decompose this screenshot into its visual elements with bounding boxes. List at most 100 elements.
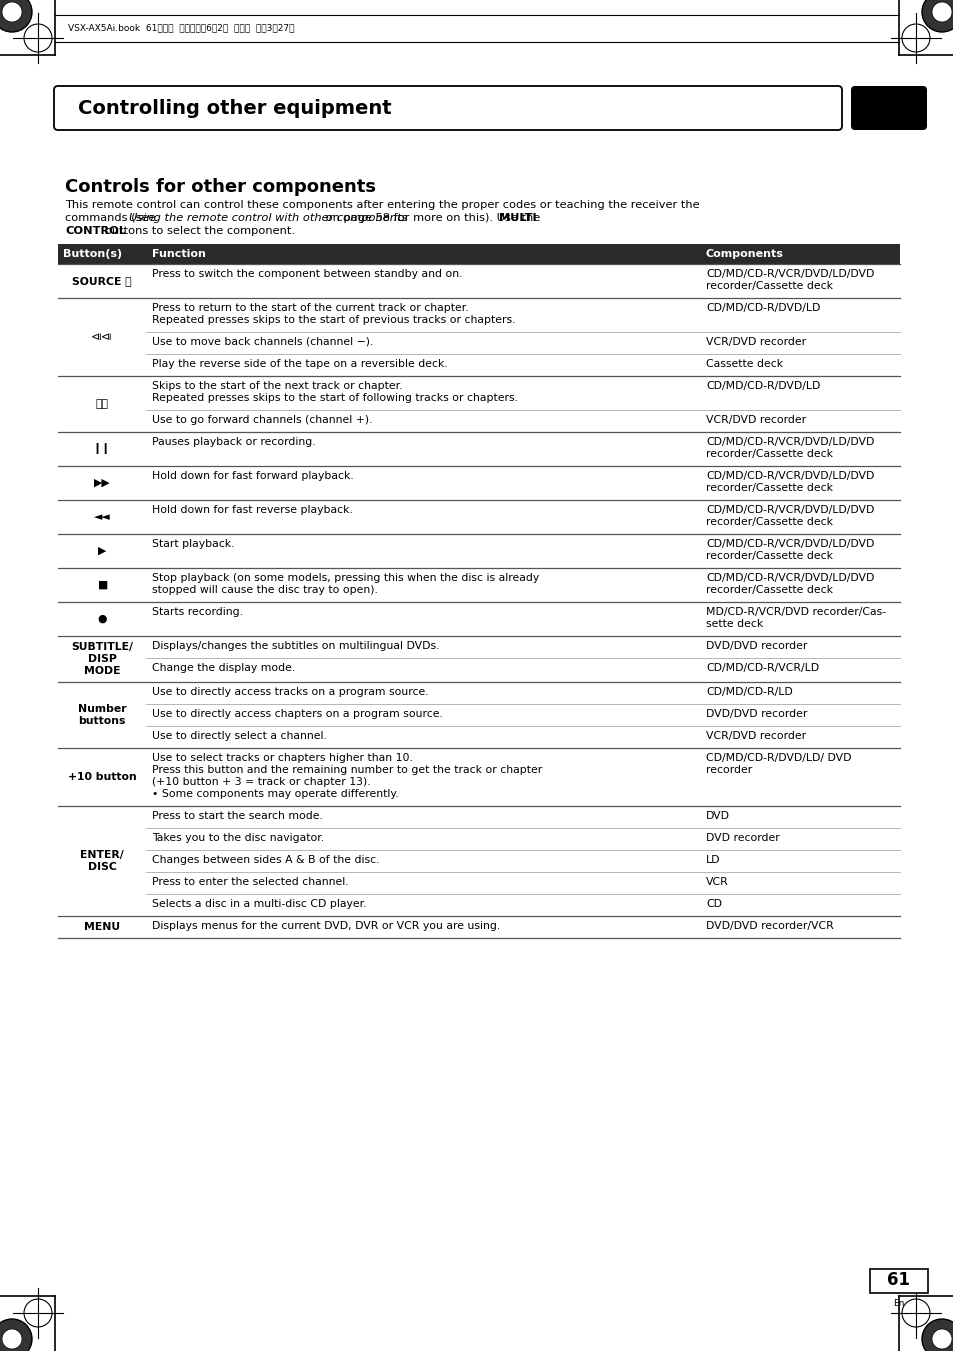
Bar (869, 1269, 927, 1293)
Text: SUBTITLE/: SUBTITLE/ (71, 642, 132, 653)
Text: DISP: DISP (88, 654, 116, 663)
Text: (+10 button + 3 = track or chapter 13).: (+10 button + 3 = track or chapter 13). (152, 777, 370, 788)
Text: CD: CD (705, 898, 721, 909)
Text: MENU: MENU (84, 921, 120, 932)
Circle shape (0, 1319, 32, 1351)
Text: CD/MD/CD-R/VCR/DVD/LD/DVD: CD/MD/CD-R/VCR/DVD/LD/DVD (705, 436, 874, 447)
Text: CD/MD/CD-R/VCR/LD: CD/MD/CD-R/VCR/LD (705, 663, 819, 673)
Text: recorder/Cassette deck: recorder/Cassette deck (705, 449, 832, 459)
Text: ENTER/: ENTER/ (80, 850, 124, 861)
Text: Starts recording.: Starts recording. (152, 607, 243, 617)
Text: CD/MD/CD-R/VCR/DVD/LD/DVD: CD/MD/CD-R/VCR/DVD/LD/DVD (705, 505, 874, 515)
Text: Press to start the search mode.: Press to start the search mode. (152, 811, 322, 821)
Text: CD/MD/CD-R/VCR/DVD/LD/DVD: CD/MD/CD-R/VCR/DVD/LD/DVD (705, 471, 874, 481)
Text: ▶: ▶ (98, 546, 106, 557)
Text: DVD: DVD (705, 811, 729, 821)
Circle shape (2, 1, 22, 22)
Text: CONTROL: CONTROL (65, 226, 126, 236)
Text: DVD/DVD recorder/VCR: DVD/DVD recorder/VCR (705, 921, 833, 931)
Text: sette deck: sette deck (705, 619, 762, 630)
Text: Components: Components (705, 249, 783, 259)
Text: recorder: recorder (705, 765, 752, 775)
Text: CD/MD/CD-R/VCR/DVD/LD/DVD: CD/MD/CD-R/VCR/DVD/LD/DVD (705, 269, 874, 280)
Text: VCR/DVD recorder: VCR/DVD recorder (705, 415, 805, 426)
Text: SOURCE 〈: SOURCE 〈 (72, 276, 132, 286)
Circle shape (931, 1329, 951, 1350)
Text: buttons: buttons (78, 716, 126, 725)
Text: recorder/Cassette deck: recorder/Cassette deck (705, 281, 832, 290)
Text: VCR/DVD recorder: VCR/DVD recorder (705, 731, 805, 740)
Text: Repeated presses skips to the start of following tracks or chapters.: Repeated presses skips to the start of f… (152, 393, 517, 403)
Text: CD/MD/CD-R/VCR/DVD/LD/DVD: CD/MD/CD-R/VCR/DVD/LD/DVD (705, 573, 874, 584)
Text: DVD/DVD recorder: DVD/DVD recorder (705, 709, 806, 719)
Text: ◄◄: ◄◄ (93, 512, 111, 521)
Circle shape (0, 0, 32, 32)
Text: Pauses playback or recording.: Pauses playback or recording. (152, 436, 315, 447)
Text: ❙❙: ❙❙ (92, 443, 111, 454)
Text: Hold down for fast forward playback.: Hold down for fast forward playback. (152, 471, 354, 481)
Text: Press to enter the selected channel.: Press to enter the selected channel. (152, 877, 348, 888)
Text: Button(s): Button(s) (63, 249, 122, 259)
Text: Stop playback (on some models, pressing this when the disc is already: Stop playback (on some models, pressing … (152, 573, 538, 584)
Text: Change the display mode.: Change the display mode. (152, 663, 294, 673)
Text: Press this button and the remaining number to get the track or chapter: Press this button and the remaining numb… (152, 765, 541, 775)
Text: Press to switch the component between standby and on.: Press to switch the component between st… (152, 269, 462, 280)
Text: Displays menus for the current DVD, DVR or VCR you are using.: Displays menus for the current DVD, DVR … (152, 921, 499, 931)
Text: CD/MD/CD-R/LD: CD/MD/CD-R/LD (705, 688, 792, 697)
Text: Displays/changes the subtitles on multilingual DVDs.: Displays/changes the subtitles on multil… (152, 640, 439, 651)
Text: Selects a disc in a multi-disc CD player.: Selects a disc in a multi-disc CD player… (152, 898, 366, 909)
Text: En: En (892, 1300, 903, 1308)
Text: Controlling other equipment: Controlling other equipment (78, 99, 392, 118)
Text: Use to directly access chapters on a program source.: Use to directly access chapters on a pro… (152, 709, 442, 719)
Circle shape (2, 1329, 22, 1350)
Circle shape (921, 1319, 953, 1351)
Text: VSX-AX5Ai.book  61ページ  ２００４年6月2日  水曜日  午後3時27分: VSX-AX5Ai.book 61ページ ２００４年6月2日 水曜日 午後3時2… (68, 23, 294, 32)
Text: Use to go forward channels (channel +).: Use to go forward channels (channel +). (152, 415, 372, 426)
Text: ⧀⧀: ⧀⧀ (95, 399, 109, 409)
Text: ▶▶: ▶▶ (93, 478, 111, 488)
Text: stopped will cause the disc tray to open).: stopped will cause the disc tray to open… (152, 585, 377, 594)
Text: ⧏⧏: ⧏⧏ (91, 332, 112, 342)
Bar (58, 245, 899, 263)
Text: MD/CD-R/VCR/DVD recorder/Cas-: MD/CD-R/VCR/DVD recorder/Cas- (705, 607, 885, 617)
Text: on page 58 for more on this). Use the: on page 58 for more on this). Use the (321, 213, 543, 223)
Text: 61: 61 (886, 1271, 909, 1289)
Text: Changes between sides A & B of the disc.: Changes between sides A & B of the disc. (152, 855, 379, 865)
Text: Using the remote control with other components: Using the remote control with other comp… (129, 213, 407, 223)
Text: Press to return to the start of the current track or chapter.: Press to return to the start of the curr… (152, 303, 468, 313)
Circle shape (921, 0, 953, 32)
Text: Takes you to the disc navigator.: Takes you to the disc navigator. (152, 834, 324, 843)
Text: Use to select tracks or chapters higher than 10.: Use to select tracks or chapters higher … (152, 753, 413, 763)
Text: DVD recorder: DVD recorder (705, 834, 779, 843)
Text: Hold down for fast reverse playback.: Hold down for fast reverse playback. (152, 505, 353, 515)
Text: Use to directly select a channel.: Use to directly select a channel. (152, 731, 327, 740)
Text: VCR: VCR (705, 877, 728, 888)
Text: Play the reverse side of the tape on a reversible deck.: Play the reverse side of the tape on a r… (152, 359, 447, 369)
Text: LD: LD (705, 855, 720, 865)
Text: Use to move back channels (channel −).: Use to move back channels (channel −). (152, 336, 373, 347)
Circle shape (931, 1, 951, 22)
Text: Repeated presses skips to the start of previous tracks or chapters.: Repeated presses skips to the start of p… (152, 315, 515, 326)
Text: • Some components may operate differently.: • Some components may operate differentl… (152, 789, 398, 798)
Text: recorder/Cassette deck: recorder/Cassette deck (705, 517, 832, 527)
Text: CD/MD/CD-R/DVD/LD: CD/MD/CD-R/DVD/LD (705, 303, 820, 313)
Text: CD/MD/CD-R/VCR/DVD/LD/DVD: CD/MD/CD-R/VCR/DVD/LD/DVD (705, 539, 874, 549)
Text: Start playback.: Start playback. (152, 539, 234, 549)
FancyBboxPatch shape (850, 86, 926, 130)
Text: MODE: MODE (84, 666, 120, 676)
Text: Controls for other components: Controls for other components (65, 178, 375, 196)
Text: +10 button: +10 button (68, 771, 136, 782)
FancyBboxPatch shape (54, 86, 841, 130)
Text: CD/MD/CD-R/DVD/LD: CD/MD/CD-R/DVD/LD (705, 381, 820, 390)
Text: recorder/Cassette deck: recorder/Cassette deck (705, 585, 832, 594)
Text: DISC: DISC (88, 862, 116, 871)
Text: ■: ■ (97, 580, 107, 590)
Text: commands (see: commands (see (65, 213, 159, 223)
Text: MULTI: MULTI (498, 213, 537, 223)
Text: VCR/DVD recorder: VCR/DVD recorder (705, 336, 805, 347)
Text: Function: Function (152, 249, 206, 259)
Text: recorder/Cassette deck: recorder/Cassette deck (705, 484, 832, 493)
Text: DVD/DVD recorder: DVD/DVD recorder (705, 640, 806, 651)
Text: CD/MD/CD-R/DVD/LD/ DVD: CD/MD/CD-R/DVD/LD/ DVD (705, 753, 851, 763)
Text: ●: ● (97, 613, 107, 624)
